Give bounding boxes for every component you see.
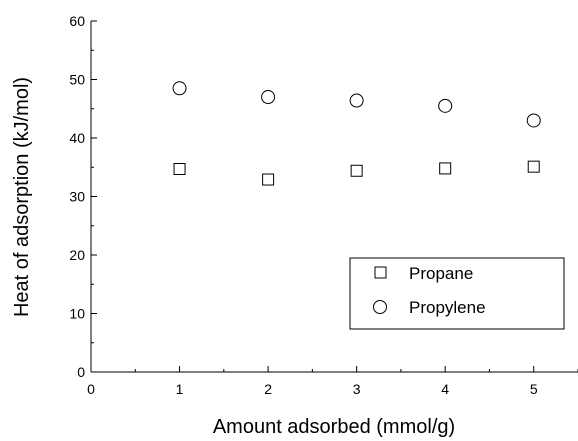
propane-point xyxy=(262,173,275,186)
y-tick-label: 50 xyxy=(69,72,85,88)
x-axis-title: Amount adsorbed (mmol/g) xyxy=(213,416,455,438)
propane-point xyxy=(173,163,186,176)
x-tick-label: 3 xyxy=(353,381,361,397)
y-tick-label: 60 xyxy=(69,13,85,29)
x-tick-label: 2 xyxy=(264,381,272,397)
axis-ticks xyxy=(90,20,578,373)
legend-propylene-label: Propylene xyxy=(409,298,486,317)
data-markers xyxy=(172,81,541,186)
y-tick-label: 30 xyxy=(69,189,85,205)
tick-labels: 0 10 20 30 40 50 60 0 1 2 3 4 5 xyxy=(69,13,537,397)
propane-point xyxy=(439,162,452,175)
x-tick-label: 1 xyxy=(176,381,184,397)
legend: Propane Propylene xyxy=(349,257,565,330)
x-tick-label: 4 xyxy=(441,381,449,397)
y-tick-label: 0 xyxy=(77,364,85,380)
propylene-point xyxy=(526,113,541,128)
propylene-point xyxy=(261,90,276,105)
x-tick-label: 5 xyxy=(530,381,538,397)
propylene-point xyxy=(349,93,364,108)
legend-propylene-marker xyxy=(373,300,387,314)
propane-point xyxy=(527,160,540,173)
y-axis-title: Heat of adsorption (kJ/mol) xyxy=(11,77,33,317)
y-tick-label: 10 xyxy=(69,306,85,322)
legend-propane-label: Propane xyxy=(409,264,473,283)
propylene-point xyxy=(438,98,453,113)
x-tick-label: 0 xyxy=(87,381,95,397)
y-tick-label: 40 xyxy=(69,130,85,146)
y-tick-label: 20 xyxy=(69,247,85,263)
legend-propane-marker xyxy=(374,266,387,279)
propane-point xyxy=(350,164,363,177)
propylene-point xyxy=(172,81,187,96)
